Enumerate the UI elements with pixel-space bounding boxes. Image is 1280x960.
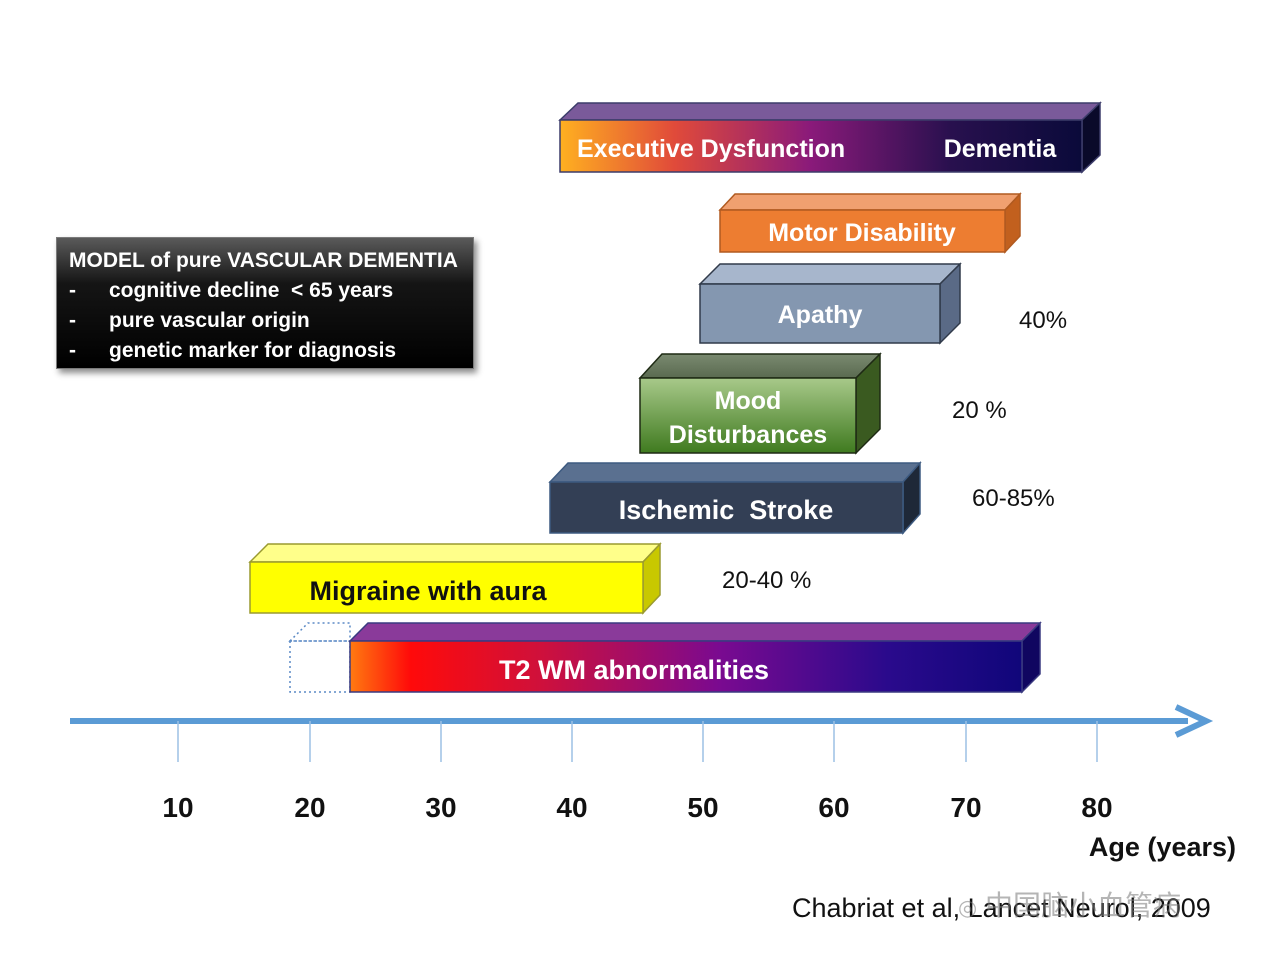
tick-label: 40 [556,792,588,823]
bar-ischemic-stroke: Ischemic Stroke [548,461,922,535]
tick-label: 20 [294,792,326,823]
model-item-dash: - [69,339,76,362]
mood-label-line2: Disturbances [669,421,827,449]
apathy-label: Apathy [778,301,863,329]
bar-mood-disturbances: Mood Disturbances [638,352,882,455]
bar-t2-wm: T2 WM abnormalities [288,621,1042,694]
bar-migraine-aura: Migraine with aura [248,542,662,615]
tick-label: 70 [950,792,982,823]
model-item: - pure vascular origin [69,306,473,336]
citation: Chabriat et al, Lancet Neurol, 2009 [792,893,1211,923]
stroke-label: Ischemic Stroke [619,495,834,525]
migraine-label: Migraine with aura [309,576,547,606]
axis-title: Age (years) [1088,832,1236,862]
executive-label: Executive Dysfunction [577,135,845,163]
model-vascular-dementia-box: MODEL of pure VASCULAR DEMENTIA - cognit… [56,237,474,369]
t2-dotted-extension [288,622,351,693]
tick-label: 60 [818,792,850,823]
wechat-icon: ◎ [958,895,978,920]
apathy-percentage: 40% [1019,307,1068,334]
model-item-dash: - [69,279,76,302]
bar-apathy: Apathy [698,262,962,345]
model-item-text: cognitive decline < 65 years [109,279,394,302]
tick-label: 30 [425,792,457,823]
tick-label: 80 [1081,792,1113,823]
model-item: - cognitive decline < 65 years [69,276,473,306]
mood-percentage: 20 % [952,397,1007,424]
model-item-text: pure vascular origin [109,309,310,332]
dementia-label: Dementia [944,135,1058,163]
axis-ticks [177,721,1098,762]
model-item-text: genetic marker for diagnosis [109,339,397,362]
t2-label: T2 WM abnormalities [499,655,769,685]
watermark: ◎ 中国脑小血管病 [958,884,1181,924]
tick-label: 50 [687,792,719,823]
tick-label: 10 [162,792,194,823]
stroke-percentage: 60-85% [972,485,1055,512]
watermark-text: 中国脑小血管病 [984,890,1181,921]
migraine-percentage: 20-40 % [722,567,812,594]
motor-label: Motor Disability [768,219,956,247]
model-box-title: MODEL of pure VASCULAR DEMENTIA [69,249,458,272]
model-item-dash: - [69,309,76,332]
bar-motor-disability: Motor Disability [718,192,1022,254]
age-axis [70,704,1214,762]
mood-label-line1: Mood [715,387,782,415]
model-item: - genetic marker for diagnosis [69,336,473,366]
bar-executive-dementia: Executive Dysfunction Dementia [558,101,1102,174]
